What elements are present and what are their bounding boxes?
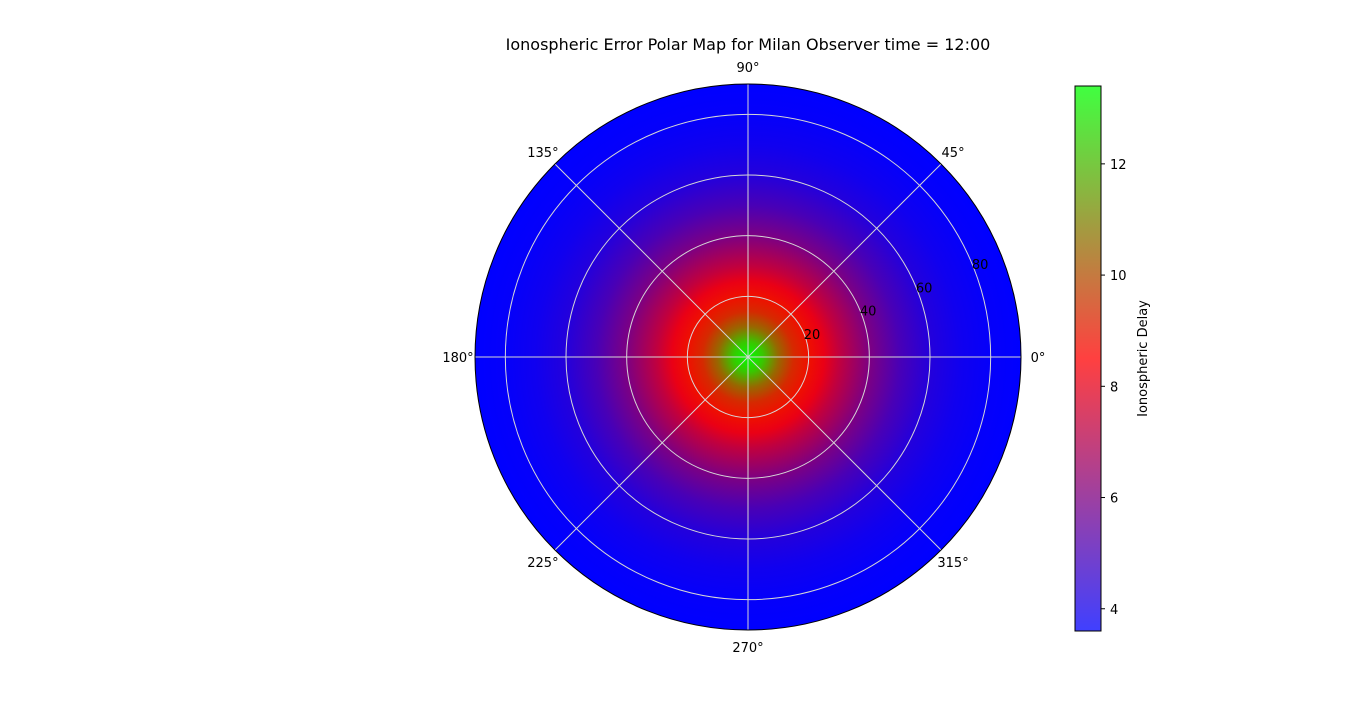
theta-tick-label-180: 180° bbox=[442, 351, 473, 366]
chart-title: Ionospheric Error Polar Map for Milan Ob… bbox=[506, 35, 991, 54]
theta-grid-line-225 bbox=[554, 356, 749, 551]
theta-grid-line-135 bbox=[554, 163, 749, 358]
r-tick-label-40: 40 bbox=[860, 305, 877, 320]
polar-spine bbox=[474, 83, 1022, 631]
theta-tick-label-0: 0° bbox=[1031, 351, 1046, 366]
colorbar-tick-label-8: 8 bbox=[1110, 380, 1118, 395]
colorbar-tick-label-12: 12 bbox=[1110, 158, 1127, 173]
theta-grid-line-315 bbox=[747, 356, 942, 551]
theta-tick-label-315: 315° bbox=[937, 556, 968, 571]
theta-tick-label-225: 225° bbox=[527, 556, 558, 571]
theta-tick-label-270: 270° bbox=[732, 641, 763, 656]
theta-tick-label-90: 90° bbox=[736, 61, 759, 76]
theta-tick-label-135: 135° bbox=[527, 146, 558, 161]
colorbar-gradient bbox=[1074, 85, 1102, 632]
theta-tick-label-45: 45° bbox=[942, 146, 965, 161]
colorbar-label: Ionospheric Delay bbox=[1136, 300, 1151, 417]
colorbar-tick-label-10: 10 bbox=[1110, 269, 1127, 284]
theta-grid-line-45 bbox=[747, 163, 942, 358]
polar-tick-labels: 0° 45° 90° 135° 180° 225° 270° 315° 20 40 60 80 bbox=[442, 61, 1045, 656]
colorbar-tick-label-6: 6 bbox=[1110, 492, 1118, 507]
polar-grid bbox=[474, 83, 1022, 631]
colorbar: 4 6 8 10 12 Ionospheric Delay bbox=[1074, 85, 1151, 632]
colorbar-tick-label-4: 4 bbox=[1110, 603, 1118, 618]
r-tick-label-20: 20 bbox=[804, 328, 821, 343]
r-tick-label-60: 60 bbox=[916, 281, 933, 296]
r-tick-label-80: 80 bbox=[972, 258, 989, 273]
